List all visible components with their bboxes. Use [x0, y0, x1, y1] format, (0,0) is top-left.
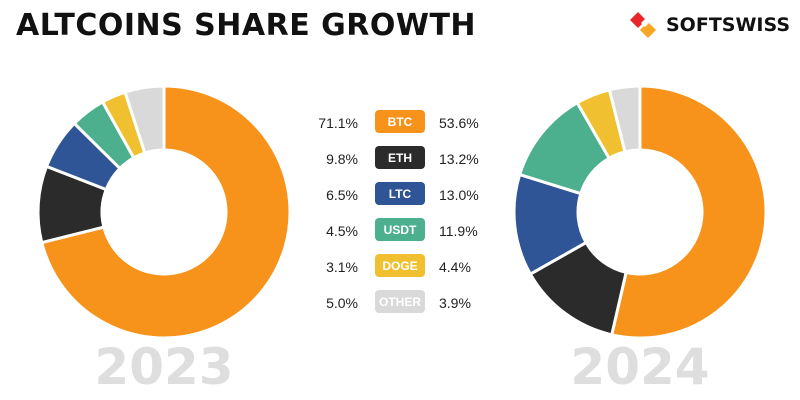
legend-pill-doge: DOGE [375, 254, 425, 277]
value-2024-usdt: 11.9% [439, 223, 478, 239]
legend-pill-btc: BTC [375, 110, 425, 133]
value-2024-btc: 53.6% [439, 115, 479, 131]
slice-2024-btc [609, 84, 768, 340]
slice-2023-btc [39, 84, 292, 340]
value-2023-btc: 71.1% [318, 115, 358, 131]
donut-chart-2024 [512, 84, 768, 340]
legend-pill-ltc: LTC [375, 182, 425, 205]
legend-pill-usdt: USDT [375, 218, 425, 241]
slice-2024-other [607, 84, 642, 154]
value-2024-eth: 13.2% [439, 151, 479, 167]
value-2023-doge: 3.1% [326, 259, 358, 275]
year-label-2024: 2024 [570, 338, 710, 396]
value-2024-other: 3.9% [439, 295, 471, 311]
page-title: ALTCOINS SHARE GROWTH [16, 8, 477, 43]
legend-row-eth: 9.8% ETH 13.2% [310, 142, 490, 178]
value-2023-other: 5.0% [326, 295, 358, 311]
value-2023-ltc: 6.5% [326, 187, 358, 203]
legend-row-doge: 3.1% DOGE 4.4% [310, 250, 490, 286]
legend-pill-eth: ETH [375, 146, 425, 169]
year-label-2023: 2023 [94, 338, 234, 396]
legend-row-usdt: 4.5% USDT 11.9% [310, 214, 490, 250]
value-2024-doge: 4.4% [439, 259, 471, 275]
legend-row-ltc: 6.5% LTC 13.0% [310, 178, 490, 214]
legend-pill-other: OTHER [375, 290, 425, 313]
brand-name: SOFTSWISS [666, 14, 791, 36]
legend: 71.1% BTC 53.6% 9.8% ETH 13.2% 6.5% LTC … [310, 106, 490, 322]
slice-2023-other [123, 84, 166, 155]
legend-row-other: 5.0% OTHER 3.9% [310, 286, 490, 322]
value-2024-ltc: 13.0% [439, 187, 479, 203]
softswiss-logo-icon [630, 12, 656, 38]
brand-logo: SOFTSWISS [628, 10, 790, 40]
legend-row-btc: 71.1% BTC 53.6% [310, 106, 490, 142]
value-2023-eth: 9.8% [326, 151, 358, 167]
donut-chart-2023 [36, 84, 292, 340]
value-2023-usdt: 4.5% [326, 223, 358, 239]
